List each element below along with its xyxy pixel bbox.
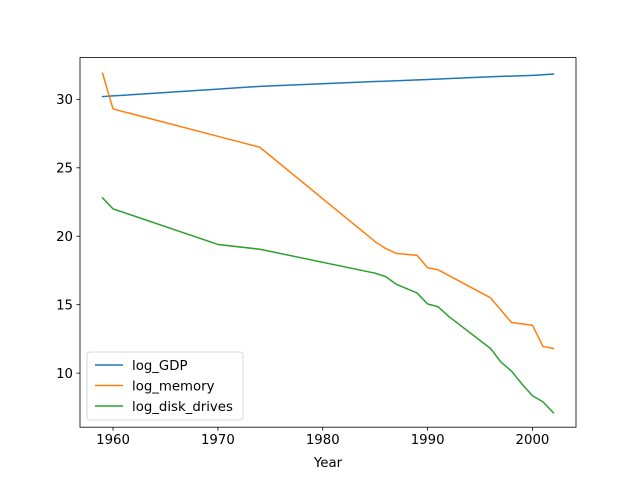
x-tick-label: 1970 (201, 433, 235, 448)
y-tick-label: 15 (56, 298, 73, 313)
legend-label: log_disk_drives (132, 400, 233, 415)
series-line-log-memory (101, 72, 555, 350)
series-layer (101, 72, 555, 414)
y-axis-ticks: 10 15 20 25 30 (56, 93, 80, 382)
x-tick-label: 1990 (411, 433, 445, 448)
plot-frame (79, 57, 577, 428)
x-axis-label: Year (313, 456, 343, 471)
x-axis-ticks: 1960 1970 1980 1990 2000 (96, 427, 549, 448)
y-tick-label: 20 (56, 230, 73, 245)
y-tick-label: 30 (56, 93, 73, 108)
x-tick-label: 1960 (96, 433, 130, 448)
legend-frame (86, 351, 244, 421)
legend-label: log_GDP (132, 359, 187, 374)
y-tick-label: 25 (56, 162, 73, 177)
x-tick-label: 1980 (306, 433, 340, 448)
x-tick-label: 2000 (516, 433, 550, 448)
legend: log_GDP log_memory log_disk_drives (86, 351, 244, 421)
y-tick-label: 10 (56, 367, 73, 382)
series-line-log-disk-drives (101, 196, 555, 414)
series-line-log-GDP (101, 73, 555, 98)
legend-label: log_memory (132, 379, 215, 394)
